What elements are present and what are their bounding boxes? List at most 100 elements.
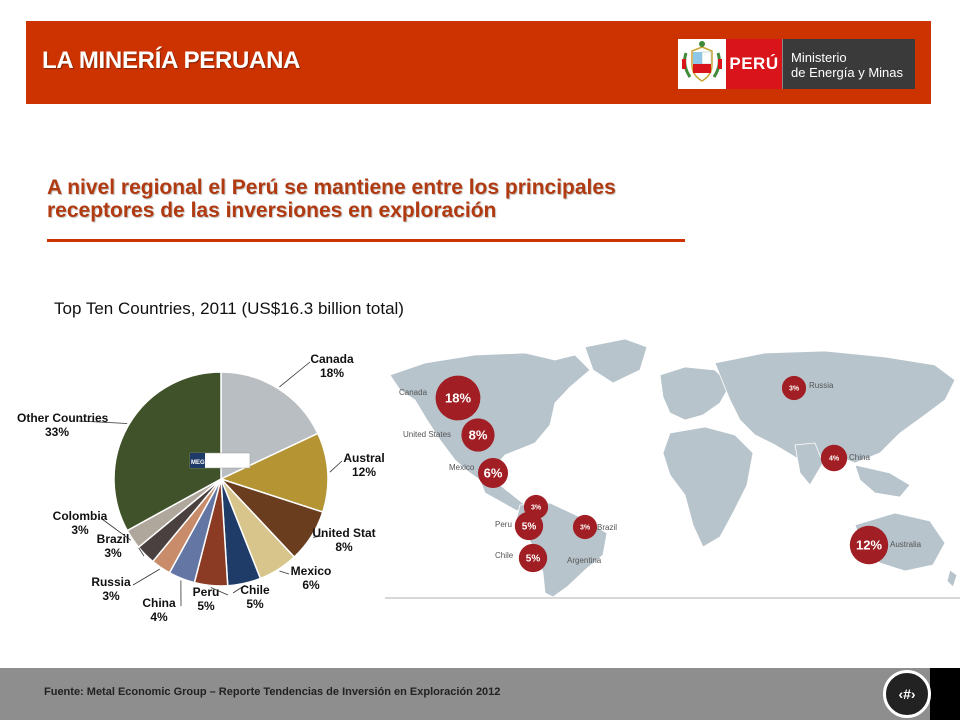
pie-label-name: United Stat — [312, 526, 376, 540]
pie-leader-line — [132, 568, 160, 586]
map-label-chile: Chile — [495, 551, 514, 560]
pie-leader-line — [210, 587, 229, 596]
map-bubble-chile — [518, 543, 548, 573]
logo-ministry-text: Ministerio de Energía y Minas — [782, 39, 915, 89]
continent-new-zealand — [946, 569, 958, 588]
ministry-logo: PERÚ Ministerio de Energía y Minas — [678, 39, 915, 89]
pie-label-name: Colombia — [52, 509, 108, 523]
subtitle-line-2: receptores de las inversiones en explora… — [47, 199, 497, 222]
pie-label-name: Austral — [343, 451, 385, 465]
pie-leader-line — [279, 570, 290, 575]
pie-slice-canada — [220, 371, 319, 481]
coat-of-arms-icon — [678, 39, 726, 89]
continent-europe — [659, 366, 731, 421]
pie-label-name: Chile — [240, 583, 270, 597]
continent-southeast-asia — [854, 464, 911, 498]
subtitle-line-1: A nivel regional el Perú se mantiene ent… — [47, 176, 616, 199]
continent-greenland — [584, 338, 648, 384]
pie-chart: MEG Canada 18% Austral 12% United Stat 8% Mexi… — [0, 330, 385, 630]
map-label-australia: Australia — [890, 540, 922, 549]
map-bubble-peru — [514, 511, 544, 541]
pie-label-name: Mexico — [290, 564, 332, 578]
map-bubble-mexico — [477, 457, 509, 489]
pie-label-peru: Peru 5% — [166, 585, 246, 613]
map-bubble-label-united-states: 8% — [469, 428, 488, 443]
world-map-svg: Canada United States Mexico Peru Chile Brazil… — [385, 338, 960, 599]
pie-label-china: China 4% — [119, 596, 199, 624]
map-bubble-label-chile: 5% — [526, 554, 541, 565]
map-bubble-label-china: 4% — [829, 456, 840, 463]
meg-logo-text: MEG — [191, 460, 205, 466]
pie-label-name: Brazil — [96, 532, 130, 546]
pie-label-value: 3% — [104, 546, 122, 560]
map-bubble-label-peru: 5% — [522, 522, 537, 533]
map-label-china: China — [849, 453, 870, 462]
pie-label-australia: Austral 12% — [324, 451, 385, 479]
continent-asia — [714, 350, 956, 471]
pie-label-name: Canada — [310, 352, 354, 366]
map-bubble-label-colombia: 3% — [531, 505, 542, 512]
pie-leader-line — [232, 585, 245, 594]
continent-india — [794, 442, 824, 486]
subtitle-underline — [47, 239, 685, 242]
logo-ministry-line2: de Energía y Minas — [791, 65, 904, 80]
pie-label-canada: Canada 18% — [292, 352, 372, 380]
world-map: Canada United States Mexico Peru Chile Brazil… — [385, 325, 960, 600]
pie-leader-line — [101, 518, 132, 541]
pie-label-value: 12% — [351, 465, 377, 479]
logo-country-text: PERÚ — [726, 39, 782, 89]
slide-subtitle: A nivel regional el Perú se mantiene ent… — [47, 176, 727, 222]
page-title: LA MINERÍA PERUANA — [42, 47, 301, 74]
pie-slice-other-countries — [113, 371, 222, 532]
footer-corner — [930, 668, 960, 720]
pie-label-russia: Russia 3% — [71, 575, 151, 603]
map-label-argentina: Argentina — [567, 556, 602, 565]
pie-label-name: China — [142, 596, 176, 610]
pie-label-value: 8% — [335, 540, 353, 554]
pie-chart-svg: MEG — [78, 361, 343, 607]
pie-leader-line — [279, 361, 311, 388]
meg-logo: MEG — [189, 452, 251, 469]
pie-label-brazil: Brazil 3% — [73, 532, 153, 560]
source-note: Fuente: Metal Economic Group – Reporte T… — [44, 686, 501, 698]
pie-label-name: Other Countries — [17, 411, 109, 425]
map-bubble-russia — [781, 375, 807, 401]
pie-label-value: 4% — [150, 610, 168, 624]
footer-bar: Fuente: Metal Economic Group – Reporte T… — [0, 668, 960, 720]
pie-label-united-states: United Stat 8% — [304, 526, 384, 554]
map-bubble-label-canada: 18% — [445, 391, 471, 406]
pie-label-value: 5% — [197, 599, 215, 613]
page-number-badge: ‹#› — [883, 670, 931, 718]
map-bubble-canada — [435, 375, 481, 421]
map-bubble-united-states — [461, 418, 495, 452]
pie-chart-title: Top Ten Countries, 2011 (US$16.3 billion… — [54, 299, 404, 318]
pie-leader-line — [312, 535, 323, 538]
map-bubble-label-mexico: 6% — [484, 466, 503, 481]
pie-leader-line — [329, 460, 343, 473]
header-bar: LA MINERÍA PERUANA PERÚ Ministerio de En… — [26, 21, 931, 104]
map-label-peru: Peru — [495, 520, 512, 529]
pie-label-value: 33% — [44, 425, 70, 439]
pie-label-name: Peru — [192, 585, 220, 599]
map-label-united-states: United States — [403, 430, 451, 439]
map-bubble-label-australia: 12% — [856, 538, 882, 553]
pie-leader-line — [78, 420, 128, 424]
pie-label-value: 3% — [71, 523, 89, 537]
map-bubble-australia — [849, 525, 889, 565]
map-bubble-label-brazil: 3% — [580, 525, 591, 532]
map-label-russia: Russia — [809, 381, 834, 390]
map-label-mexico: Mexico — [449, 463, 475, 472]
pie-slice-australia — [218, 432, 329, 514]
pie-label-other-countries: Other Countries 33% — [17, 411, 109, 439]
pie-label-value: 5% — [246, 597, 264, 611]
map-bubble-china — [820, 444, 848, 472]
map-label-brazil: Brazil — [597, 523, 617, 532]
pie-label-chile: Chile 5% — [215, 583, 295, 611]
map-label-canada: Canada — [399, 388, 428, 397]
pie-label-value: 3% — [102, 589, 120, 603]
continent-africa — [662, 426, 754, 548]
pie-label-name: Russia — [91, 575, 131, 589]
pie-label-mexico: Mexico 6% — [271, 564, 351, 592]
map-bubble-brazil — [572, 514, 598, 540]
pie-label-value: 6% — [302, 578, 320, 592]
